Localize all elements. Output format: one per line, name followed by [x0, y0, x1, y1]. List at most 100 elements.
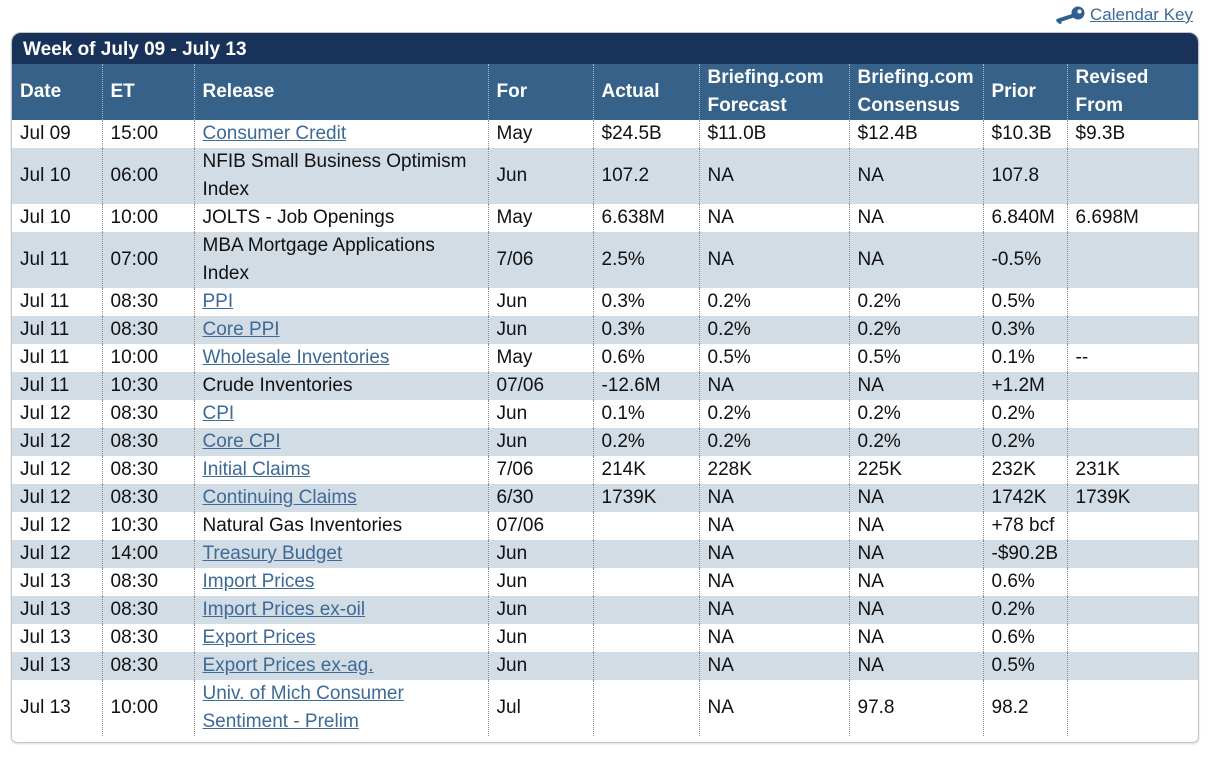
cell-et: 08:30 [101, 316, 194, 344]
cell-actual: 0.6% [592, 344, 699, 372]
cell-forecast: NA [698, 148, 849, 204]
cell-actual [592, 568, 699, 596]
release-name: JOLTS - Job Openings [202, 207, 395, 228]
column-header-line1: Briefing.com [857, 67, 974, 88]
calendar-key-link[interactable]: Calendar Key [1054, 4, 1193, 26]
cell-date: Jul 11 [20, 347, 70, 368]
cell-forecast: NA [698, 484, 849, 512]
cell-release: NFIB Small Business Optimism Index [193, 148, 488, 204]
cell-actual: 0.1% [592, 400, 699, 428]
release-link[interactable]: Core PPI [202, 319, 280, 340]
cell-actual: 0.3% [592, 288, 699, 316]
cell-consensus: NA [848, 232, 983, 288]
cell-release: CPI [193, 400, 488, 428]
cell-for: May [487, 204, 593, 232]
column-header-line1: Prior [991, 81, 1036, 102]
release-link[interactable]: CPI [202, 403, 235, 424]
cell-for: May [487, 344, 593, 372]
cell-consensus: NA [848, 372, 983, 400]
cell-release: Import Prices [193, 568, 488, 596]
economic-calendar-panel: Week of July 09 - July 13 Date ET Release F… [11, 32, 1199, 743]
column-header-release: Release [193, 64, 488, 120]
table-row: Jul 13 08:30 Export Prices ex-ag. Jun NA NA 0.… [12, 652, 1198, 680]
release-name: NFIB Small Business Optimism Index [202, 151, 467, 200]
cell-consensus: 97.8 [848, 680, 983, 736]
cell-consensus: 0.2% [848, 316, 983, 344]
table-row: Jul 11 10:30 Crude Inventories 07/06 -12.6M N… [12, 372, 1198, 400]
column-header-line2: From [1075, 95, 1124, 116]
cell-release: Crude Inventories [193, 372, 488, 400]
table-row: Jul 13 08:30 Import Prices ex-oil Jun NA NA 0.… [12, 596, 1198, 624]
key-icon [1054, 4, 1086, 26]
table-row: Jul 11 10:00 Wholesale Inventories May 0.6% 0… [12, 344, 1198, 372]
table-row: Jul 09 15:00 Consumer Credit May $24.5B $11.0… [12, 120, 1198, 148]
cell-consensus: NA [848, 568, 983, 596]
release-name: MBA Mortgage Applications Index [202, 235, 435, 284]
cell-et: 10:30 [101, 512, 194, 540]
cell-et: 08:30 [101, 624, 194, 652]
cell-for: Jun [487, 428, 593, 456]
cell-actual [592, 680, 699, 736]
release-link[interactable]: Core CPI [202, 431, 281, 452]
cell-forecast: NA [698, 372, 849, 400]
calendar-key-label[interactable]: Calendar Key [1089, 5, 1193, 24]
release-link[interactable]: Import Prices ex-oil [202, 599, 366, 620]
cell-date: Jul 12 [12, 484, 102, 512]
release-link[interactable]: Continuing Claims [202, 487, 357, 508]
release-link[interactable]: Export Prices [202, 627, 316, 648]
cell-consensus: $12.4B [848, 120, 983, 148]
cell-actual [592, 596, 699, 624]
cell-release: JOLTS - Job Openings [193, 204, 488, 232]
cell-for: Jun [487, 624, 593, 652]
column-header-revised: Revised From [1066, 64, 1198, 120]
table-row: Jul 13 08:30 Export Prices Jun NA NA 0.6% [12, 624, 1198, 652]
cell-forecast: 0.2% [698, 316, 849, 344]
release-link[interactable]: Initial Claims [202, 459, 311, 480]
cell-release: Core CPI [193, 428, 488, 456]
cell-prior: -$90.2B [982, 540, 1067, 568]
cell-release: Natural Gas Inventories [193, 512, 488, 540]
cell-consensus: NA [848, 484, 983, 512]
release-link[interactable]: Treasury Budget [202, 543, 343, 564]
cell-release: Consumer Credit [193, 120, 488, 148]
cell-revised: 6.698M [1066, 204, 1198, 232]
column-header-line1: Actual [601, 81, 660, 102]
cell-date: Jul 12 [12, 540, 102, 568]
cell-actual: 0.2% [592, 428, 699, 456]
table-body: Jul 09 15:00 Consumer Credit May $24.5B $11.0… [12, 120, 1198, 736]
cell-et: 08:30 [101, 288, 194, 316]
cell-for: 07/06 [487, 372, 593, 400]
cell-date: Jul 13 [12, 596, 102, 624]
cell-et: 10:00 [101, 204, 194, 232]
release-link[interactable]: Import Prices [202, 571, 315, 592]
cell-prior: 232K [982, 456, 1067, 484]
cell-prior: 107.8 [982, 148, 1067, 204]
cell-for: Jun [487, 400, 593, 428]
cell-prior: 0.2% [982, 400, 1067, 428]
cell-revised [1066, 652, 1198, 680]
table-row: Jul 12 10:30 Natural Gas Inventories 07/06 N… [12, 512, 1198, 540]
column-header-date: Date [12, 64, 102, 120]
release-link[interactable]: Export Prices ex-ag. [202, 655, 374, 676]
table-row: Jul 11 08:30 PPI Jun 0.3% 0.2% 0.2% 0.5% [12, 288, 1198, 316]
release-link[interactable]: PPI [202, 291, 234, 312]
cell-release: MBA Mortgage Applications Index [193, 232, 488, 288]
table-row: Jul 12 08:30 Core CPI Jun 0.2% 0.2% 0.2% 0.2% [12, 428, 1198, 456]
release-link[interactable]: Wholesale Inventories [202, 347, 390, 368]
cell-prior: 98.2 [982, 680, 1067, 736]
cell-date: Jul 09 [20, 123, 71, 144]
cell-forecast: NA [698, 596, 849, 624]
economic-calendar-table: Date ET Release For Actual Briefing.com Foreca… [12, 64, 1198, 736]
cell-forecast: 0.2% [698, 288, 849, 316]
release-link[interactable]: Univ. of Mich Consumer Sentiment - Preli… [202, 683, 404, 732]
cell-forecast: 0.2% [698, 400, 849, 428]
cell-revised [1066, 428, 1198, 456]
table-row: Jul 12 08:30 Continuing Claims 6/30 1739K NA N… [12, 484, 1198, 512]
cell-et: 06:00 [101, 148, 194, 204]
cell-actual [592, 512, 699, 540]
cell-et: 08:30 [101, 484, 194, 512]
cell-actual: 6.638M [592, 204, 699, 232]
table-row: Jul 10 06:00 NFIB Small Business Optimism … [12, 148, 1198, 204]
release-link[interactable]: Consumer Credit [202, 123, 347, 144]
cell-revised [1066, 540, 1198, 568]
